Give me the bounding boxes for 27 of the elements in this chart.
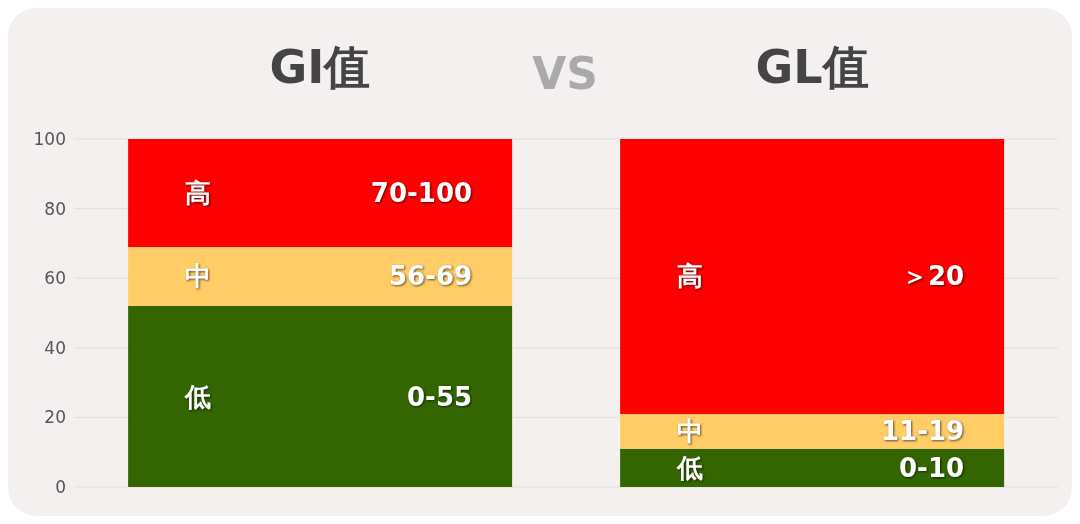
x-tick-label: GL值: [755, 40, 869, 94]
text: 低: [185, 381, 212, 412]
y-tick-label: 0: [55, 477, 66, 498]
y-tick-label: 40: [44, 337, 66, 358]
annotation: 0-55: [407, 381, 473, 412]
y-tick-label: 80: [44, 198, 66, 219]
text: 高: [677, 261, 704, 292]
series-label: 高: [185, 177, 212, 208]
annotation: 0-10: [899, 452, 965, 483]
bar: [128, 246, 513, 307]
text: 中: [185, 261, 212, 292]
bar: [128, 139, 513, 247]
text: VS: [531, 48, 599, 99]
bar: [620, 413, 1005, 449]
y-tick-label: 60: [44, 268, 66, 289]
series-label: 低: [676, 452, 704, 483]
annotation: ＞20: [901, 261, 965, 292]
x-tick-label: GI值: [269, 40, 371, 94]
bar: [128, 306, 513, 487]
bar: [620, 448, 1005, 487]
annotation: 70-100: [370, 177, 473, 208]
bar: [620, 139, 1005, 414]
series-label: 中: [677, 416, 704, 447]
annotation: 56-69: [388, 261, 473, 292]
annotation: 11-19: [880, 416, 965, 447]
y-tick-label: 20: [44, 407, 66, 428]
y-tick-label: 100: [33, 129, 66, 150]
